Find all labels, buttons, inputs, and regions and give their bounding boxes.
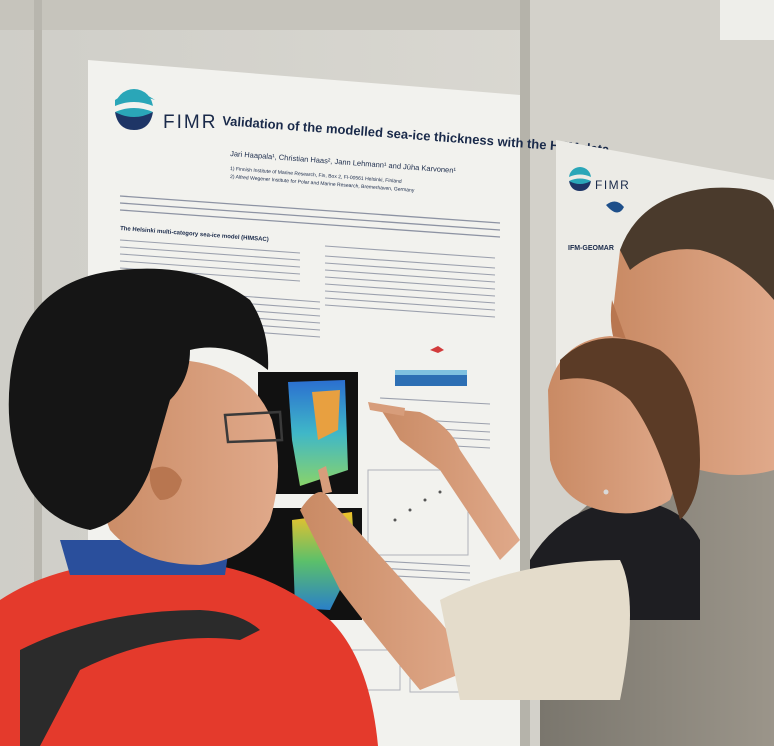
poster-abstract-lines: [119, 195, 501, 238]
poster-logo-text: FIMR: [163, 112, 217, 133]
man-pointing-arm: [300, 466, 630, 700]
person-boy-red-shirt: [0, 268, 378, 746]
woman-pointing-hand: [368, 402, 520, 560]
booth-post-middle: [520, 0, 530, 746]
fimr-logo: [115, 89, 155, 130]
right-poster-partner-logo: IFM-GEOMAR: [568, 245, 614, 252]
poster-map-top: [258, 372, 358, 494]
right-poster-fimr-logo: [569, 167, 591, 191]
right-poster-logo-text: FIMR: [595, 178, 630, 192]
poster-left-column-text: [119, 239, 321, 338]
poster-right-column-text: [324, 245, 496, 581]
poster-small-figure: [395, 346, 467, 386]
